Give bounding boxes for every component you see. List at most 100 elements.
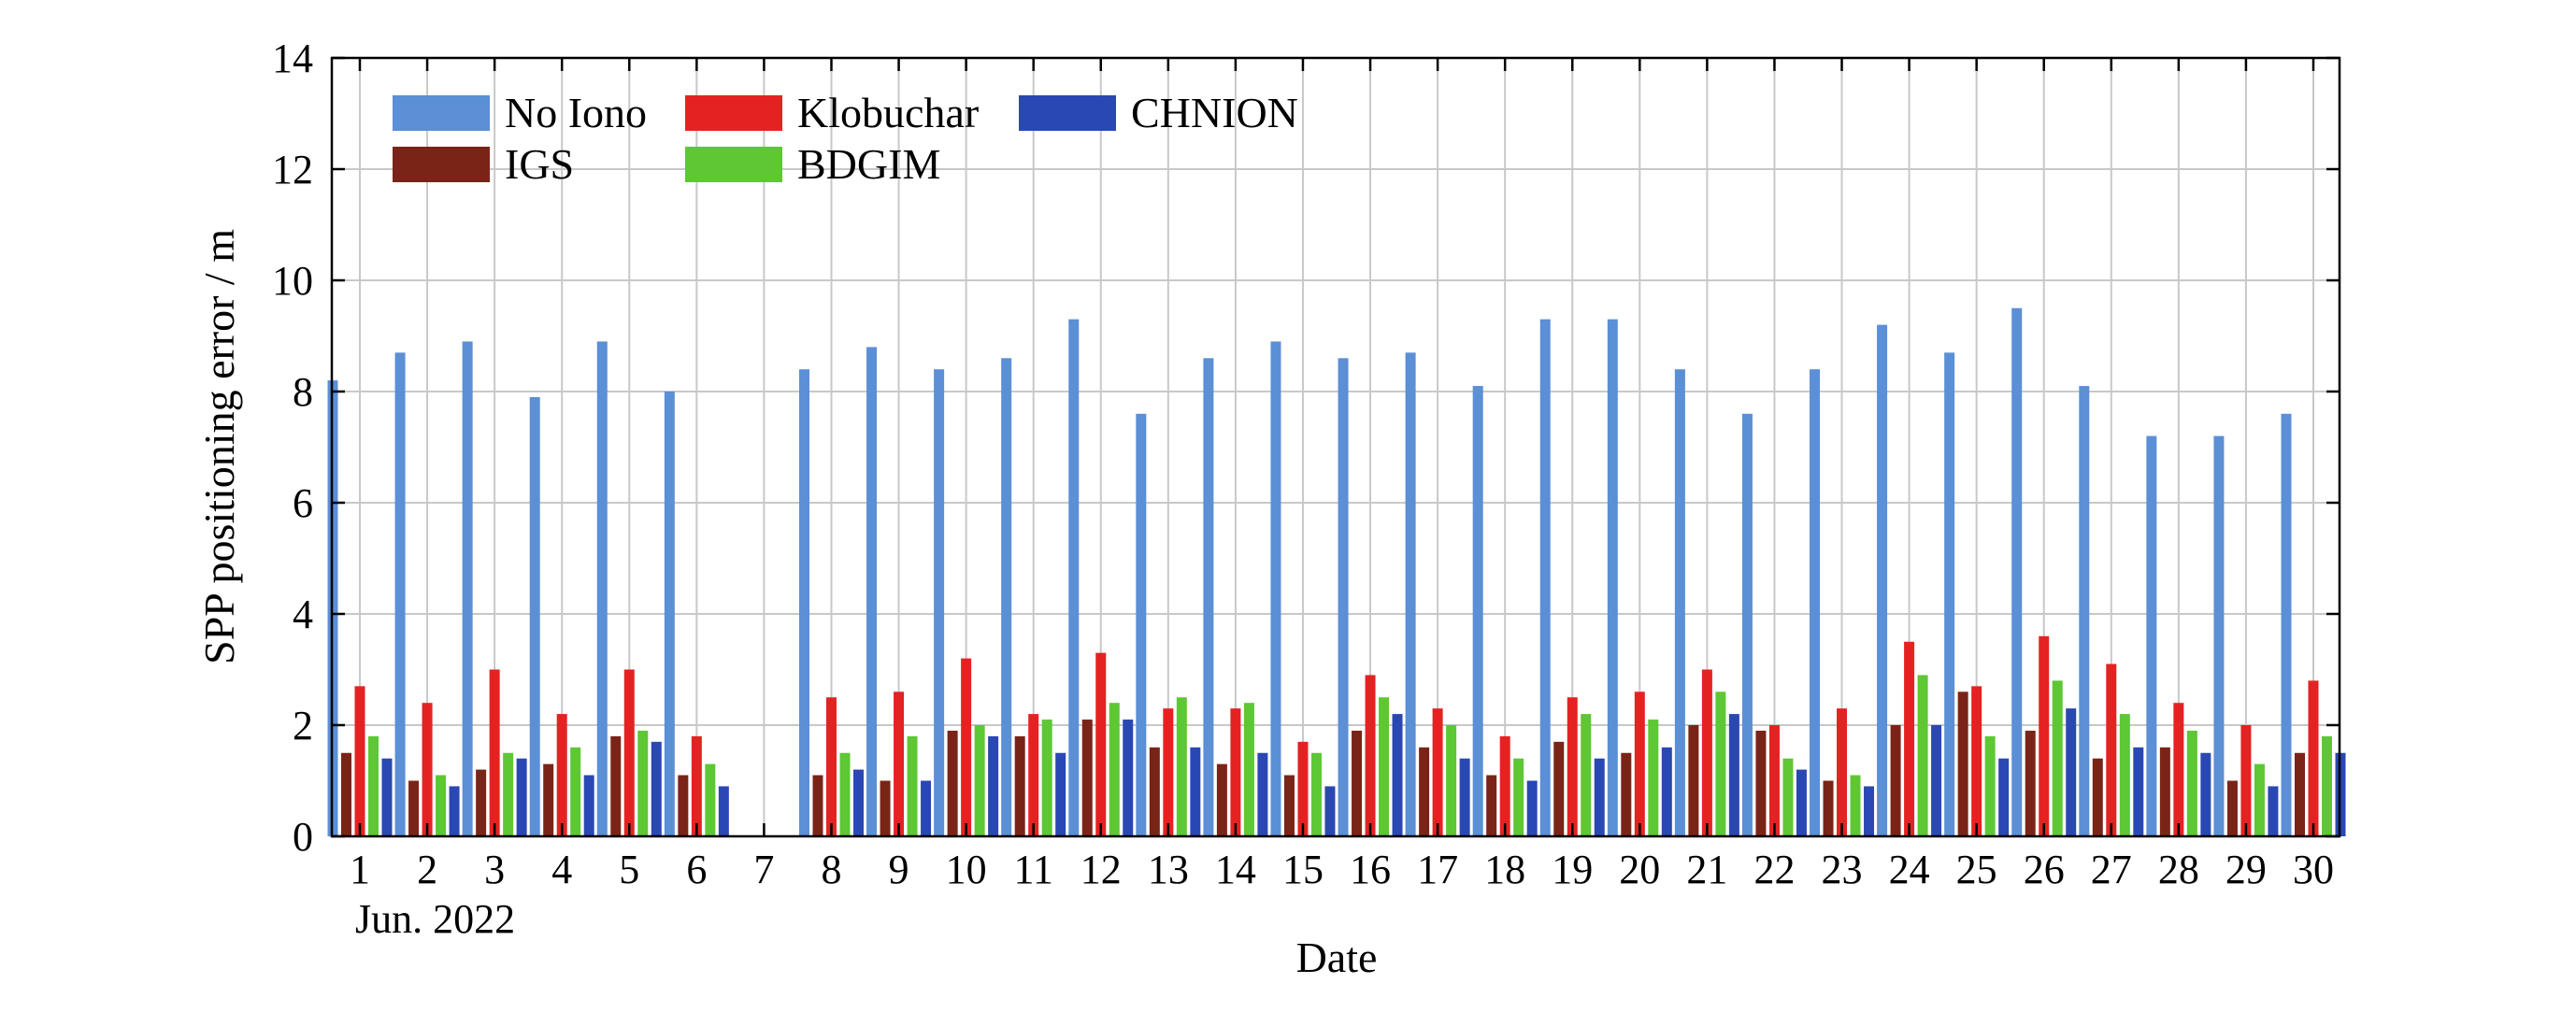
bar — [1243, 703, 1254, 836]
y-tick-label: 2 — [293, 703, 313, 748]
bar — [1190, 747, 1201, 836]
bar — [1486, 775, 1497, 836]
bar — [1553, 741, 1565, 836]
x-tick-label: 19 — [1552, 847, 1593, 892]
series-bdgim — [368, 675, 2332, 836]
legend-swatch — [685, 95, 782, 131]
x-tick-label: 13 — [1148, 847, 1189, 892]
bar — [1297, 741, 1309, 836]
bar — [798, 369, 809, 836]
bar — [1230, 708, 1241, 836]
x-tick-label: 17 — [1417, 847, 1458, 892]
bar — [394, 352, 406, 837]
x-tick-labels: 1 2 3 4 5 6 7 8 9 10 11 12 13 14 15 16 17 18 19 20 21 22 23 24 2… — [350, 847, 2334, 892]
bar — [2226, 780, 2238, 836]
x-tick-label: 12 — [1080, 847, 1122, 892]
x-tick-label: 5 — [619, 847, 639, 892]
y-axis-title: SPP positioning error / m — [195, 229, 243, 664]
bar — [1782, 758, 1794, 836]
bar — [2186, 730, 2197, 836]
bar — [1324, 786, 1336, 836]
bar — [1338, 358, 1349, 836]
bar — [825, 697, 837, 836]
bar — [1823, 780, 1834, 836]
bar — [651, 741, 662, 836]
bar — [718, 786, 729, 836]
legend: No Iono Klobuchar CHNION IGS BDGIM — [393, 89, 1298, 188]
x-tick-label: 23 — [1822, 847, 1863, 892]
x-tick-label: 11 — [1014, 847, 1053, 892]
bar — [583, 775, 594, 836]
bar — [2146, 435, 2157, 836]
bar — [1270, 341, 1281, 836]
y-tick-label: 4 — [293, 592, 313, 637]
bar — [1136, 413, 1147, 836]
x-tick-label: 20 — [1619, 847, 1660, 892]
bar — [637, 730, 649, 836]
bar — [678, 775, 689, 836]
bar — [1581, 714, 1592, 836]
bar — [2159, 747, 2170, 836]
legend-item: CHNION — [1019, 89, 1298, 136]
bar — [2240, 725, 2252, 836]
bar — [1499, 735, 1510, 836]
legend-label: Klobuchar — [797, 89, 979, 136]
bar — [1621, 752, 1632, 836]
bar — [866, 347, 878, 836]
bar — [1310, 752, 1322, 836]
bar — [1728, 714, 1739, 836]
x-tick-label: 26 — [2024, 847, 2065, 892]
bar — [543, 763, 554, 836]
bar — [381, 758, 393, 836]
bar — [1283, 775, 1295, 836]
bar — [2079, 386, 2090, 836]
legend-item: No Iono — [393, 89, 647, 136]
bar — [2025, 730, 2036, 836]
bar — [1904, 641, 1915, 836]
bar — [1890, 725, 1901, 836]
bar — [1917, 675, 1928, 836]
bar — [705, 763, 716, 836]
bar — [354, 686, 365, 836]
bar — [2039, 635, 2050, 836]
bar — [1081, 720, 1093, 836]
y-tick-label: 10 — [272, 258, 313, 304]
bar — [2281, 413, 2292, 836]
bar — [961, 658, 972, 836]
bar — [1176, 697, 1187, 836]
bar — [1203, 358, 1214, 836]
x-tick-label: 28 — [2158, 847, 2199, 892]
bar — [1567, 697, 1578, 836]
bar — [1634, 691, 1645, 836]
bar — [2052, 680, 2063, 836]
bar — [691, 735, 702, 836]
bar — [529, 396, 540, 836]
bar — [1674, 369, 1685, 836]
bar — [1379, 697, 1390, 836]
plot-frame — [330, 56, 2341, 838]
bar — [422, 703, 433, 836]
bar — [2200, 752, 2211, 836]
bar — [2066, 708, 2077, 836]
bar — [1041, 720, 1052, 836]
x-tick-label: 22 — [1753, 847, 1795, 892]
bar — [1688, 725, 1699, 836]
legend-swatch — [393, 147, 490, 182]
bar — [1432, 708, 1443, 836]
bar — [1837, 708, 1848, 836]
x-tick-label: 14 — [1215, 847, 1256, 892]
bar — [664, 392, 675, 836]
legend-label: CHNION — [1131, 89, 1298, 136]
bar — [2213, 435, 2225, 836]
bar — [2173, 703, 2184, 836]
x-tick-label: 6 — [686, 847, 707, 892]
bar — [596, 341, 608, 836]
bar — [2133, 747, 2144, 836]
bar — [476, 769, 487, 836]
x-tick-label: 24 — [1889, 847, 1930, 892]
bar — [2322, 735, 2332, 836]
bar — [1864, 786, 1875, 836]
bar — [1392, 714, 1403, 836]
x-tick-label: 8 — [821, 847, 841, 892]
